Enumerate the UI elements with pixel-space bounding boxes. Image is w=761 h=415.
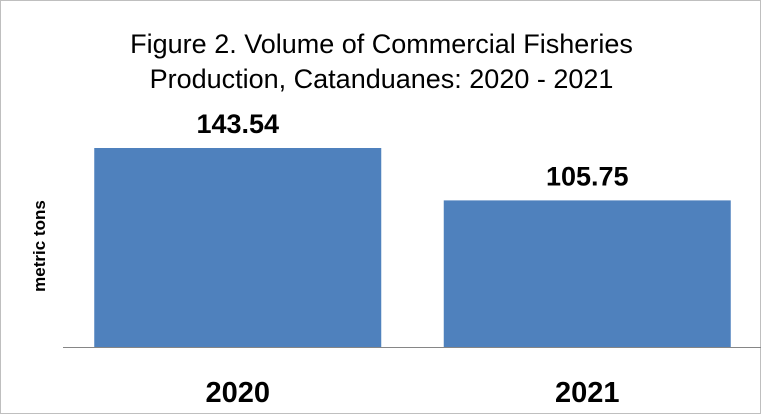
bar-2020 — [94, 148, 382, 347]
data-label-2021: 105.75 — [546, 161, 629, 191]
data-label-2020: 143.54 — [196, 109, 279, 139]
chart-title: Figure 2. Volume of Commercial Fisheries… — [1, 27, 761, 97]
x-tick-label-2020: 2020 — [205, 377, 270, 409]
chart-title-line-2: Production, Catanduanes: 2020 - 2021 — [149, 64, 614, 94]
chart-title-line-1: Figure 2. Volume of Commercial Fisheries — [130, 29, 633, 59]
x-tick-label-2021: 2021 — [555, 377, 620, 409]
bar-2021 — [443, 200, 731, 347]
